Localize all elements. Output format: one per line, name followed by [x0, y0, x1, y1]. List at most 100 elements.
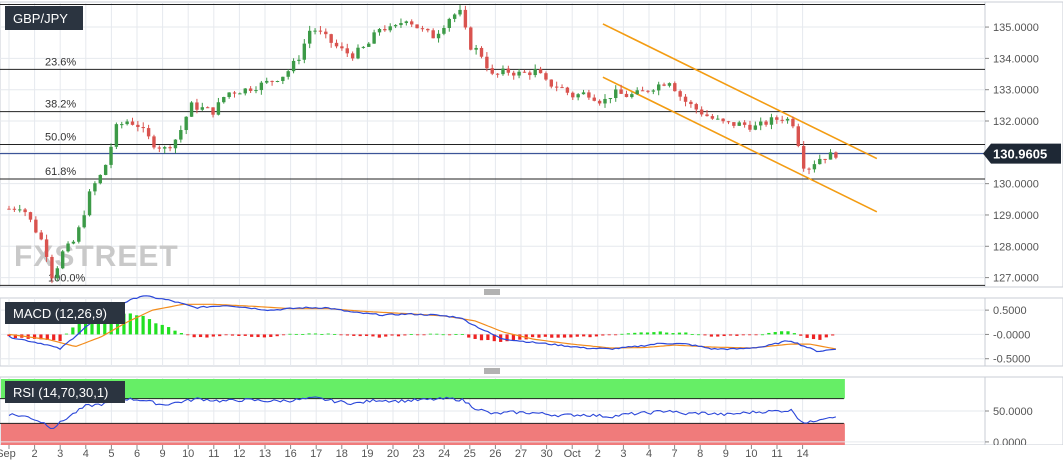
- macd-histogram-bar: [416, 334, 420, 336]
- rsi-line: [8, 396, 837, 430]
- candle-body: [678, 91, 682, 97]
- macd-histogram-bar: [716, 334, 720, 337]
- candle-body: [791, 118, 795, 127]
- price-y-tick-label: 133.0000: [993, 85, 1039, 97]
- macd-histogram-bar: [218, 334, 222, 337]
- fib-label: 23.6%: [45, 56, 76, 68]
- macd-histogram-bar: [192, 334, 196, 338]
- macd-histogram-bar: [262, 334, 267, 338]
- candle-body: [82, 215, 86, 228]
- macd-histogram-bar: [831, 334, 835, 336]
- candle-body: [23, 209, 27, 213]
- candle-body: [726, 121, 731, 123]
- candle-body: [44, 239, 49, 257]
- candle-body: [694, 104, 698, 110]
- candle-body: [635, 90, 639, 95]
- candle-body: [517, 71, 521, 76]
- macd-y-tick-label: -0.0000: [993, 329, 1030, 341]
- x-tick-label: 27: [515, 448, 527, 460]
- candle-body: [179, 130, 183, 140]
- macd-histogram-bar: [658, 331, 662, 335]
- splitter-price-macd[interactable]: [484, 289, 500, 295]
- candle-body: [318, 30, 323, 32]
- x-tick-label: 11: [771, 448, 782, 460]
- x-tick-label: 14: [796, 448, 808, 460]
- candle-body: [780, 119, 784, 121]
- candle-body: [130, 121, 135, 125]
- x-tick-label: 20: [387, 448, 399, 460]
- x-tick-label: Sep: [0, 448, 16, 460]
- candle-body: [39, 232, 43, 240]
- candle-body: [506, 68, 511, 73]
- candle-body: [259, 82, 264, 91]
- macd-histogram-bar: [479, 334, 484, 341]
- macd-histogram-bar: [703, 334, 707, 336]
- macd-histogram-bar: [709, 334, 713, 337]
- candle-body: [592, 97, 596, 101]
- candle-body: [184, 116, 188, 131]
- rsi-overbought-zone: [1, 379, 845, 399]
- candle-body: [12, 208, 17, 210]
- x-tick-label: 2: [595, 448, 601, 460]
- candle-body: [329, 34, 333, 43]
- candle-body: [624, 93, 629, 98]
- price-panel[interactable]: 127.0000128.0000129.0000130.0000131.0000…: [0, 1, 1063, 288]
- fxstreet-logo: FXSTREET: [14, 240, 179, 273]
- macd-histogram-bar: [690, 334, 694, 335]
- candle-body: [173, 139, 178, 149]
- candle-body: [565, 87, 570, 93]
- x-tick-label: 26: [489, 448, 501, 460]
- candle-body: [759, 121, 763, 126]
- candle-body: [834, 152, 838, 158]
- candle-body: [689, 101, 693, 105]
- macd-panel-label-bg: [5, 302, 125, 324]
- candle-body: [98, 174, 102, 184]
- macd-panel-frame: [0, 297, 986, 367]
- candle-body: [764, 121, 768, 125]
- candle-body: [463, 9, 468, 28]
- macd-histogram-bar: [652, 332, 656, 335]
- candle-body: [716, 118, 720, 120]
- macd-histogram-bar: [805, 334, 809, 338]
- price-y-tick-label: 130.0000: [993, 179, 1039, 191]
- candle-body: [211, 107, 215, 115]
- macd-histogram-bar: [447, 334, 452, 336]
- candle-body: [656, 84, 661, 91]
- macd-histogram-bar: [620, 333, 624, 335]
- candle-body: [528, 72, 532, 76]
- macd-histogram-bar: [677, 332, 682, 335]
- macd-histogram-bar: [167, 327, 171, 335]
- candle-body: [361, 46, 366, 48]
- price-y-tick-label: 129.0000: [993, 210, 1039, 222]
- macd-panel[interactable]: 0.5000 -0.0000 -0.5000 MACD (12,26,9): [0, 295, 1063, 367]
- candle-body: [415, 24, 419, 29]
- macd-histogram-bar: [562, 334, 567, 338]
- candle-body: [291, 60, 296, 72]
- macd-histogram-bar: [639, 332, 643, 335]
- last-price-tag: 130.9605: [993, 147, 1047, 162]
- macd-histogram-bar: [422, 334, 426, 336]
- candle-body: [775, 117, 779, 120]
- candle-body: [238, 93, 242, 95]
- fib-label: 61.8%: [45, 166, 76, 178]
- candle-body: [512, 72, 516, 76]
- candle-body: [313, 30, 317, 32]
- macd-histogram-bar: [211, 334, 215, 337]
- candle-body: [232, 92, 237, 94]
- macd-histogram-bar: [64, 333, 69, 335]
- candle-body: [753, 125, 758, 130]
- splitter-macd-rsi[interactable]: [484, 368, 500, 374]
- candle-body: [168, 147, 172, 149]
- macd-histogram-bar: [582, 334, 586, 337]
- price-y-tick-label: 134.0000: [993, 53, 1039, 65]
- macd-histogram-bar: [518, 334, 522, 340]
- macd-histogram-bar: [186, 334, 190, 336]
- candle-body: [87, 191, 92, 216]
- candle-body: [28, 212, 33, 220]
- candle-body: [281, 76, 285, 82]
- candle-body: [222, 97, 226, 103]
- macd-histogram-bar: [633, 332, 637, 335]
- candle-body: [324, 31, 328, 35]
- candle-body: [410, 21, 414, 25]
